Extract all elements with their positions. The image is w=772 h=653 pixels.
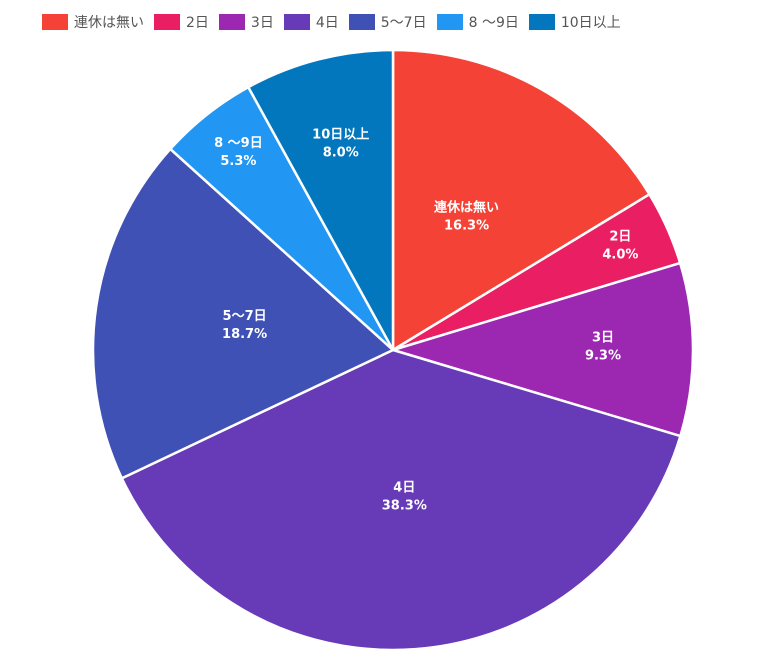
pie-slice[interactable] [120, 348, 682, 652]
legend-item[interactable]: 5〜7日 [348, 12, 427, 32]
slice-display: 9.3% [585, 349, 621, 364]
legend-item[interactable]: 4日 [283, 12, 339, 32]
legend-label: 3日 [250, 15, 274, 31]
slice-display: 8.0% [323, 146, 359, 161]
legend: 連休は無い 2日 3日 4日 5〜7日 8 〜9日 10日以上 [42, 12, 621, 32]
legend-swatch [218, 14, 245, 30]
slice-display: 16.3% [444, 218, 489, 233]
legend-swatch [348, 14, 375, 30]
slice-label: 2日 [609, 230, 631, 245]
pie-slice[interactable] [91, 147, 396, 480]
legend-label: 4日 [315, 15, 339, 31]
pie-slice[interactable] [391, 48, 652, 353]
legend-label: 8 〜9日 [468, 15, 519, 31]
legend-swatch [436, 14, 463, 30]
slice-label: 4日 [393, 481, 415, 496]
slice-display: 5.3% [220, 154, 256, 169]
slice-display: 38.3% [382, 499, 427, 514]
slice-label: 8 〜9日 [214, 136, 263, 151]
legend-label: 2日 [186, 15, 209, 31]
slice-display: 4.0% [602, 248, 638, 263]
legend-swatch [283, 14, 310, 30]
legend-swatch [154, 14, 180, 30]
legend-item[interactable]: 2日 [154, 12, 209, 32]
legend-item[interactable]: 連休は無い [42, 12, 144, 32]
slice-display: 18.7% [222, 327, 267, 342]
legend-swatch [42, 14, 68, 30]
pie-slice[interactable] [388, 261, 695, 438]
pie-slice[interactable] [246, 48, 395, 351]
legend-label: 5〜7日 [380, 15, 427, 31]
legend-swatch [528, 14, 555, 30]
legend-label: 連休は無い [74, 15, 144, 31]
slice-label: 5〜7日 [223, 309, 267, 324]
slice-label: 10日以上 [312, 128, 369, 143]
slice-label: 3日 [592, 331, 614, 346]
legend-item[interactable]: 8 〜9日 [436, 12, 519, 32]
legend-item[interactable]: 10日以上 [528, 12, 621, 32]
legend-label: 10日以上 [560, 15, 621, 31]
slice-label: 連休は無い [434, 199, 499, 215]
legend-item[interactable]: 3日 [218, 12, 274, 32]
